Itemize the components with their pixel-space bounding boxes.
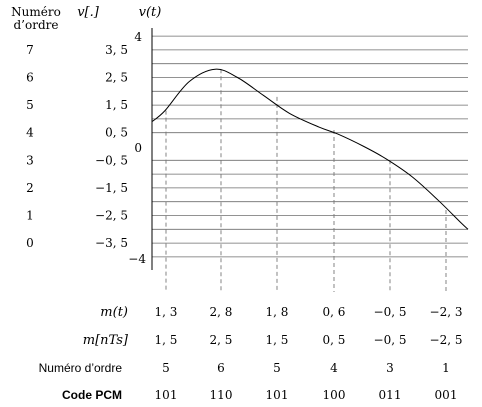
level-labels: 7 3, 5 6 2, 5 5 1, 5 4 0, 5 3 −0, 5 2 −1, 5 1 −2, 5 0 −…: [26, 43, 128, 250]
level-value: 3, 5: [105, 43, 128, 57]
level-value: 1, 5: [105, 98, 128, 112]
level-value: −1, 5: [95, 181, 128, 195]
table-cell-ordre: 1: [442, 361, 450, 375]
table-cell-code: 011: [379, 388, 402, 402]
level-value: 0, 5: [105, 126, 128, 140]
level-value: −3, 5: [95, 236, 128, 250]
level-value: 2, 5: [105, 71, 128, 85]
table-cell-m: −0, 5: [374, 305, 407, 319]
y-tick-top: 4: [134, 30, 142, 44]
table-cell-code: 001: [435, 388, 458, 402]
header-v-col: v[.]: [77, 5, 100, 20]
table-cell-m: 1, 8: [266, 305, 289, 319]
level-ordre: 7: [26, 43, 34, 57]
table-cell-ordre: 4: [330, 361, 338, 375]
level-ordre: 6: [26, 71, 34, 85]
table-cell-mq: 0, 5: [323, 333, 346, 347]
header-ordre-line1: Numéro: [11, 5, 61, 19]
header-ordre-line2: d’ordre: [14, 18, 59, 32]
level-value: −2, 5: [95, 209, 128, 223]
table-cell-code: 100: [323, 388, 346, 402]
level-ordre: 3: [26, 153, 34, 167]
signal-curve: [151, 68, 469, 230]
table-cell-ordre: 5: [273, 361, 281, 375]
row-label-mnts: m[nTs]: [83, 333, 129, 348]
table-cell-m: 2, 8: [210, 305, 233, 319]
level-ordre: 0: [26, 236, 34, 250]
level-ordre: 5: [26, 98, 34, 112]
level-ordre: 4: [26, 126, 34, 140]
table-cell-m: −2, 3: [430, 305, 463, 319]
table-cell-mq: 1, 5: [266, 333, 289, 347]
table-cell-m: 1, 3: [155, 305, 178, 319]
table-cell-code: 101: [155, 388, 178, 402]
dashed-sample-lines: [165, 69, 447, 292]
grid-lines: [152, 35, 468, 258]
level-ordre: 2: [26, 181, 34, 195]
row-label-ordre: Numéro d’ordre: [39, 361, 123, 375]
table-cell-mq: 2, 5: [210, 333, 233, 347]
table-cell-m: 0, 6: [323, 305, 346, 319]
level-ordre: 1: [26, 209, 34, 223]
level-value: −0, 5: [95, 153, 128, 167]
table-cell-code: 110: [210, 388, 233, 402]
header-v-axis: v(t): [139, 5, 162, 20]
y-tick-zero: 0: [134, 141, 142, 155]
table-cell-ordre: 6: [217, 361, 225, 375]
table-cell-mq: −0, 5: [374, 333, 407, 347]
table-cell-code: 101: [266, 388, 289, 402]
table-cell-mq: 1, 5: [155, 333, 178, 347]
table-cell-ordre: 5: [162, 361, 170, 375]
table-values: 1, 3 1, 5 5 101 2, 8 2, 5 6 110 1, 8 1, 5 5 101 0, 6…: [155, 305, 463, 402]
y-tick-bottom: −4: [128, 252, 146, 266]
row-label-mt: m(t): [100, 305, 128, 320]
row-label-code: Code PCM: [62, 388, 122, 402]
table-cell-mq: −2, 5: [430, 333, 463, 347]
table-cell-ordre: 3: [386, 361, 394, 375]
